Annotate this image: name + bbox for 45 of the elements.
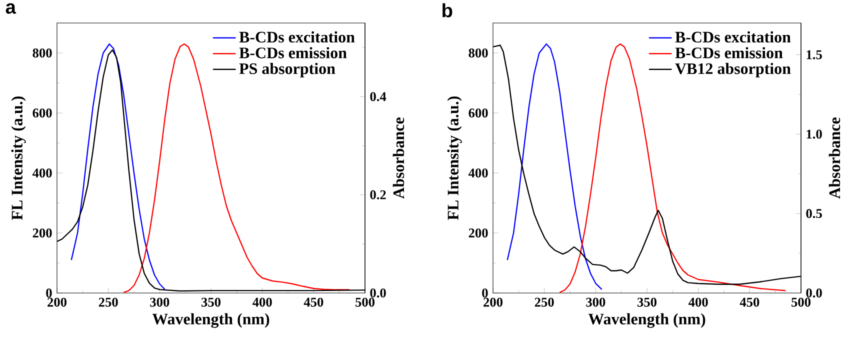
y2-tick-label: 0.0 [806, 288, 822, 298]
y2-tick-label: 0.5 [806, 209, 822, 218]
y-tick-label: 800 [32, 48, 52, 58]
y-tick-label: 200 [468, 228, 488, 238]
chart-title: b [442, 3, 452, 18]
x-tick-label: 450 [740, 298, 760, 307]
y-tick-label: 0 [482, 288, 488, 298]
y-tick-label: 600 [32, 108, 52, 118]
y2-tick-label: 1.5 [806, 50, 822, 60]
legend-label: VB12 absorption [675, 62, 791, 78]
chart-title: a [6, 3, 16, 14]
x-tick-label: 500 [356, 298, 374, 307]
x-tick-label: 350 [638, 298, 657, 307]
x-tick-label: 450 [304, 298, 324, 307]
y-tick-label: 0 [46, 288, 52, 298]
y-tick-label: 400 [468, 168, 488, 178]
legend-label: PS absorption [239, 62, 336, 78]
x-tick-label: 250 [98, 298, 118, 307]
y2-axis-title: Absorbance [828, 118, 840, 199]
y-tick-label: 600 [468, 108, 488, 118]
x-tick-label: 250 [534, 298, 554, 307]
x-tick-label: 200 [484, 298, 503, 307]
x-tick-label: 300 [586, 298, 606, 307]
legend-label: B-CDs emission [239, 47, 347, 58]
x-axis-title: Wavelength (nm) [588, 313, 706, 328]
y2-tick-label: 0.0 [370, 288, 386, 298]
y-tick-label: 200 [32, 228, 52, 238]
y2-axis-title: Absorbance [392, 118, 404, 199]
legend-label: B-CDs emission [675, 47, 783, 58]
x-tick-label: 350 [202, 298, 220, 307]
legend-label: B-CDs excitation [239, 31, 355, 43]
y-tick-label: 800 [468, 48, 488, 58]
y-tick-label: 400 [32, 168, 52, 178]
x-tick-label: 300 [150, 298, 170, 307]
y-axis-title: FL Intensity (a.u.) [11, 96, 26, 220]
x-tick-label: 400 [688, 298, 708, 307]
y2-tick-label: 0.4 [370, 92, 386, 102]
x-tick-label: 500 [792, 298, 811, 307]
y-axis-title: FL Intensity (a.u.) [447, 96, 462, 220]
legend-label: B-CDs excitation [675, 31, 791, 43]
x-tick-label: 400 [252, 298, 272, 307]
x-axis-title: Wavelength (nm) [152, 313, 270, 328]
y2-tick-label: 1.0 [806, 130, 822, 139]
x-tick-label: 200 [48, 298, 66, 307]
y2-tick-label: 0.2 [370, 190, 386, 200]
